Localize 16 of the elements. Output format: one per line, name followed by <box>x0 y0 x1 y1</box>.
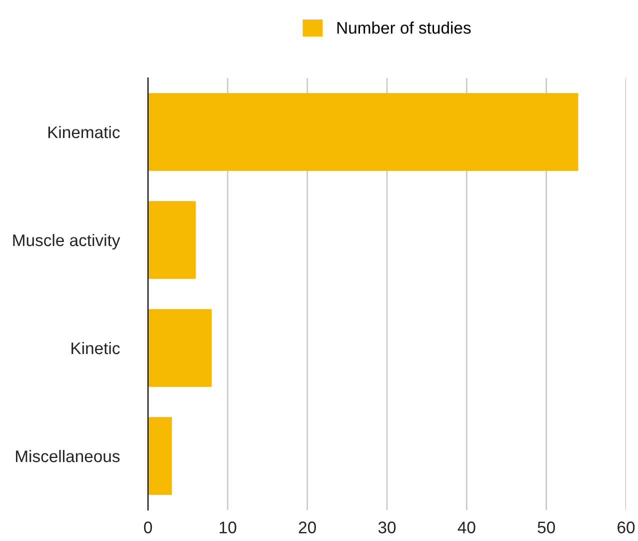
bar <box>148 93 578 171</box>
x-tick-label: 20 <box>298 522 316 534</box>
bar <box>148 201 196 279</box>
x-tick-label: 40 <box>458 522 476 534</box>
x-tick-label: 30 <box>378 522 396 534</box>
y-tick-label: Kinetic <box>72 342 120 354</box>
x-tick-label: 0 <box>144 522 152 534</box>
bar <box>148 417 172 495</box>
x-tick-label: 60 <box>618 522 635 534</box>
bar <box>148 309 212 387</box>
y-tick-label: Miscellaneous <box>16 450 120 462</box>
y-tick-label: Muscle activity <box>13 234 120 250</box>
x-tick-label: 50 <box>538 522 555 534</box>
x-tick-label: 10 <box>220 522 236 534</box>
legend-label: Number of studies <box>337 22 471 34</box>
y-tick-label: Kinematic <box>48 126 120 138</box>
